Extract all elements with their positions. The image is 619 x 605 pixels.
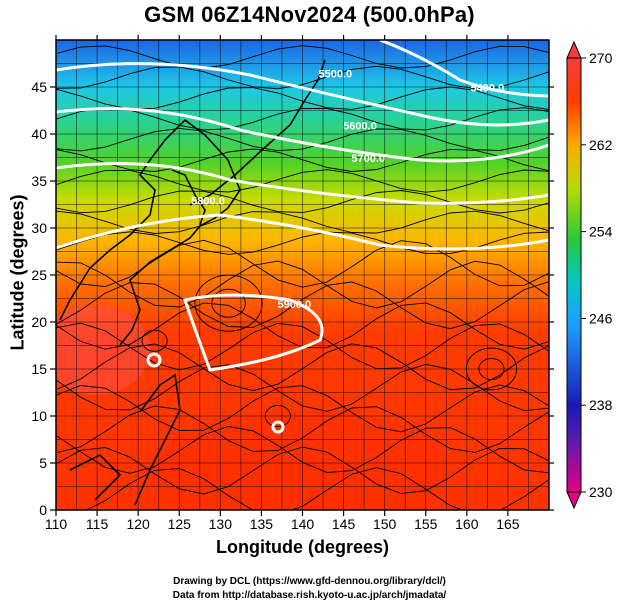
contour-5400	[379, 40, 549, 98]
y-tick-label: 10	[31, 408, 47, 424]
contour-label: 5800.0	[191, 196, 225, 208]
colorbar-tick-label: 270	[589, 50, 613, 66]
streamline-vortex	[211, 288, 246, 318]
streamline	[56, 169, 549, 193]
streamline	[56, 148, 549, 172]
colorbar-tick-label: 246	[589, 310, 613, 326]
streamline	[56, 127, 549, 152]
height-contours	[56, 40, 549, 434]
contour-5800	[56, 213, 549, 251]
contour-5900	[183, 293, 324, 372]
contour-label: 5600.0	[343, 120, 377, 132]
streamline	[56, 260, 549, 309]
x-axis-label: Longitude (degrees)	[215, 537, 389, 557]
colorbar: 270 262 254 246 238 230	[566, 40, 613, 510]
contour-label: 5400.0	[471, 83, 505, 95]
chart-title: GSM 06Z14Nov2024 (500.0hPa)	[144, 2, 475, 27]
contour-label: 5700.0	[351, 153, 385, 165]
x-tick-label: 150	[373, 516, 397, 532]
streamline	[56, 363, 549, 412]
warm-anomaly-south	[150, 410, 450, 510]
contour-5600	[56, 107, 549, 163]
colorbar-ticks: 270 262 254 246 238 230	[581, 50, 613, 500]
streamline-vortex	[478, 358, 505, 380]
y-tick-label: 0	[39, 502, 47, 518]
colorbar-tick-label: 262	[589, 137, 613, 153]
y-tick-label: 5	[39, 455, 47, 471]
streamline	[56, 405, 549, 454]
x-axis-ticks: 110 115 120 125 130 135 140 145 150 155 160 165	[45, 35, 520, 532]
y-tick-label: 45	[31, 79, 47, 95]
colorbar-top-arrow	[566, 40, 582, 59]
streamline	[56, 239, 549, 288]
y-axis-label: Latitude (degrees)	[7, 194, 28, 351]
streamline	[56, 107, 549, 131]
x-tick-label: 145	[332, 516, 356, 532]
contour-5900-small-b	[271, 420, 285, 434]
streamline-vortex	[465, 347, 518, 391]
y-tick-label: 40	[31, 126, 47, 142]
streamline	[56, 343, 549, 392]
streamline	[56, 426, 549, 474]
x-tick-label: 165	[496, 516, 520, 532]
contour-5900-small-a	[146, 352, 162, 368]
x-tick-label: 140	[291, 516, 315, 532]
y-tick-label: 20	[31, 314, 47, 330]
streamline	[56, 281, 549, 330]
x-tick-label: 110	[45, 516, 68, 532]
x-tick-label: 125	[168, 516, 192, 532]
streamline	[85, 467, 549, 510]
warm-anomaly-west	[56, 305, 150, 395]
x-tick-label: 120	[126, 516, 150, 532]
y-tick-label: 15	[31, 361, 47, 377]
contour-label: 5900.0	[277, 299, 311, 311]
y-tick-label: 30	[31, 220, 47, 236]
contour-label: 5500.0	[319, 69, 353, 81]
streamline	[56, 190, 549, 214]
streamline-vortex	[264, 405, 291, 427]
contour-5700	[56, 162, 549, 205]
credit-drawing: Drawing by DCL (https://www.gfd-dennou.o…	[173, 576, 446, 587]
x-tick-label: 115	[86, 516, 109, 532]
colorbar-tick-label: 230	[589, 484, 613, 500]
x-tick-label: 130	[209, 516, 233, 532]
colorbar-bottom-arrow	[566, 491, 582, 510]
contour-5500	[56, 62, 549, 127]
streamline	[56, 65, 549, 90]
colorbar-tick-label: 254	[589, 224, 613, 240]
contour-labels: 5400.0 5500.0 5600.0 5700.0 5800.0 5900.0	[191, 69, 504, 311]
streamline-vortex	[141, 329, 168, 352]
streamline	[56, 384, 549, 433]
x-tick-label: 155	[414, 516, 438, 532]
streamline-vortex	[194, 274, 263, 332]
y-tick-label: 25	[31, 267, 47, 283]
x-tick-label: 135	[250, 516, 274, 532]
streamline	[56, 322, 549, 371]
x-tick-label: 160	[455, 516, 479, 532]
streamline	[56, 210, 549, 234]
colorbar-tick-label: 238	[589, 397, 613, 413]
y-axis-ticks: 0 5 10 15 20 25 30 35 40 45	[31, 79, 554, 518]
streamline	[56, 446, 549, 495]
y-tick-label: 35	[31, 173, 47, 189]
credit-data: Data from http://database.rish.kyoto-u.a…	[172, 590, 447, 601]
streamline	[56, 45, 549, 69]
colorbar-scale	[566, 57, 582, 493]
